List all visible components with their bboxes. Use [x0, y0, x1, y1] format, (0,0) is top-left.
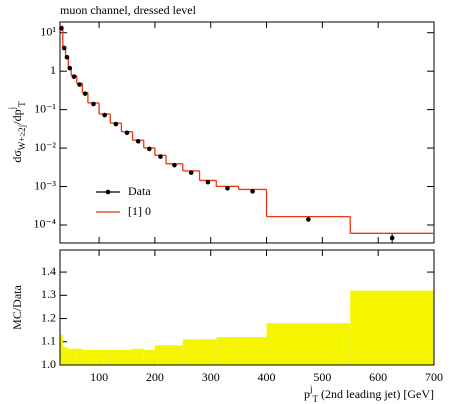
x-axis-label: pjT (2nd leading jet) [GeV]: [304, 384, 434, 404]
chart-title: muon channel, dressed level: [60, 3, 197, 17]
y-axis-label-part: T: [17, 101, 27, 107]
data-point: [188, 170, 194, 175]
data-point: [124, 130, 130, 136]
data-point: [64, 54, 70, 60]
data-point: [67, 65, 73, 71]
data-point: [82, 91, 88, 96]
ratio-band: [238, 337, 267, 365]
legend-label: Data: [128, 184, 151, 198]
y-tick-label: 1.1: [41, 334, 56, 348]
legend-label: [1] 0: [128, 204, 151, 218]
ratio-band: [87, 349, 100, 365]
y-axis-label-part: j: [7, 107, 17, 111]
x-tick-label: 700: [425, 370, 443, 384]
x-axis-label-part: j: [309, 384, 313, 394]
ratio-band: [65, 347, 69, 365]
ratio-band: [182, 339, 200, 365]
x-tick-label: 400: [258, 370, 276, 384]
ratio-band: [154, 345, 167, 365]
ratio-band: [76, 348, 83, 365]
ratio-band: [199, 339, 217, 365]
data-point: [389, 235, 395, 241]
data-point: [250, 189, 255, 194]
x-axis-label-part: T: [313, 394, 319, 404]
y-tick-label: 1.0: [41, 357, 56, 371]
data-point: [205, 179, 211, 185]
data-point: [59, 26, 64, 31]
y-tick-label: 10⁻³: [34, 178, 56, 192]
y-tick-label: 10⁻⁴: [33, 217, 56, 231]
data-point: [61, 45, 67, 51]
ratio-band: [99, 349, 111, 365]
x-tick-label: 300: [202, 370, 220, 384]
y-tick-label: 10⁻²: [34, 140, 56, 154]
data-point: [158, 154, 163, 159]
y-tick-label: 10¹: [40, 24, 56, 38]
data-point: [91, 101, 96, 107]
y-axis-label-part: /dp: [10, 109, 24, 124]
ratio-band: [68, 348, 72, 365]
data-point: [77, 82, 82, 87]
ratio-band: [60, 334, 63, 365]
ratio-band: [121, 349, 133, 365]
y-axis-label-part: W+≥2j: [17, 125, 27, 151]
ratio-band: [71, 348, 77, 365]
y-tick-label: 1: [50, 63, 56, 77]
y-tick-label: 10⁻¹: [34, 101, 56, 115]
ratio-band: [216, 337, 239, 365]
y-tick-label: 1.2: [41, 310, 56, 324]
data-point: [306, 217, 311, 222]
ratio-band: [143, 349, 155, 365]
x-tick-label: 600: [369, 370, 387, 384]
ratio-band: [82, 349, 88, 365]
x-axis-label-part: (2nd leading jet) [GeV]: [318, 387, 434, 401]
ratio-band: [266, 323, 351, 365]
data-point: [172, 162, 177, 168]
x-axis-label-part: p: [304, 387, 310, 401]
x-tick-label: 500: [313, 370, 331, 384]
data-point: [102, 112, 107, 118]
data-point: [71, 74, 77, 79]
y-axis-label: MC/Data: [10, 285, 24, 330]
plot-frame-top: [59, 249, 435, 366]
data-point: [135, 139, 141, 144]
y-tick-label: 1.4: [41, 264, 56, 278]
ratio-band: [166, 345, 183, 365]
ratio-band: [110, 349, 122, 365]
ratio-band: [350, 290, 434, 365]
y-axis-label: dσW+≥2j/dpjT: [7, 101, 27, 163]
data-point: [225, 185, 230, 191]
data-point: [147, 146, 152, 152]
legend-marker: [105, 189, 111, 195]
ratio-band: [132, 348, 144, 365]
ratio-band: [62, 346, 66, 365]
x-tick-label: 200: [146, 370, 164, 384]
data-point: [113, 121, 119, 127]
y-tick-label: 1.3: [41, 287, 56, 301]
y-axis-label-part: dσ: [10, 150, 24, 163]
x-tick-label: 100: [90, 370, 108, 384]
plot-frame: [59, 21, 435, 244]
